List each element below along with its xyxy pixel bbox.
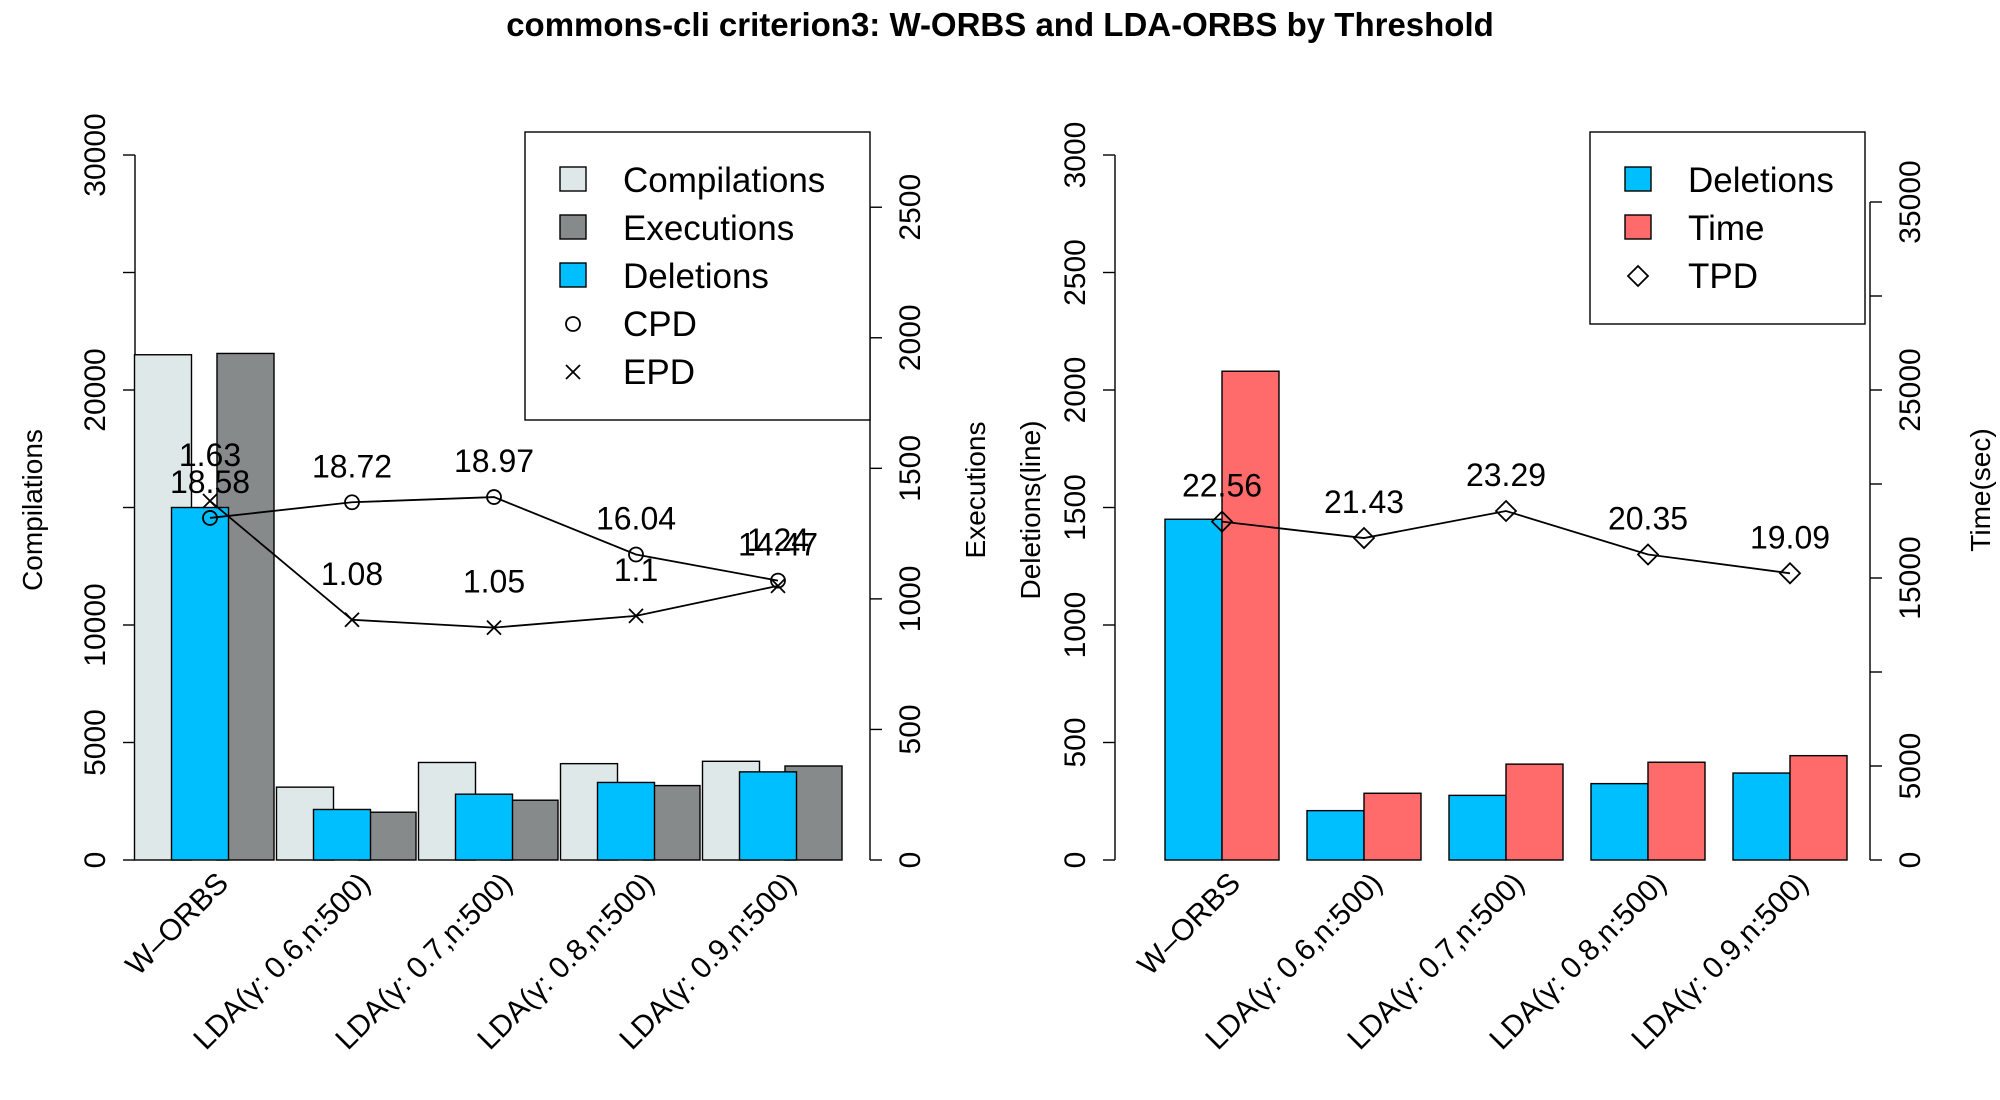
epd-value-label: 1.1 xyxy=(614,552,658,588)
cpd-marker xyxy=(486,489,502,505)
x-category-label: W–ORBS xyxy=(1132,867,1247,982)
time-bar xyxy=(1789,754,1848,861)
epd-marker xyxy=(628,608,644,624)
legend-label-deletions: Deletions xyxy=(1688,161,1834,200)
right-y-tick-label: 35000 xyxy=(1894,160,1927,243)
right-y-tick-label: 1000 xyxy=(894,566,927,633)
right-y-tick-label: 500 xyxy=(894,704,927,754)
cpd-value-label: 14.47 xyxy=(738,527,818,563)
legend-label-compilations: Compilations xyxy=(623,161,825,200)
right-panel: 0 500 1000 1500 2000 2500 3000 Deletions(line) 0… xyxy=(1015,122,1996,1057)
chart-title: commons-cli criterion3: W-ORBS and LDA-O… xyxy=(506,6,1494,43)
right-y-tick-label: 0 xyxy=(1894,852,1927,869)
legend-label-epd: EPD xyxy=(623,353,695,392)
right-y-tick-label: 25000 xyxy=(1894,348,1927,431)
deletions-bar xyxy=(170,506,230,861)
right-y-tick-label: 1500 xyxy=(894,435,927,502)
time-bar xyxy=(1221,370,1280,861)
left-y-tick-label: 5000 xyxy=(79,709,112,776)
time-bar xyxy=(1363,792,1422,861)
right-y-axis-title: Time(sec) xyxy=(1965,428,1996,551)
left-y-axis-title: Deletions(line) xyxy=(1015,421,1046,600)
tpd-marker xyxy=(1352,526,1376,550)
epd-marker xyxy=(344,612,360,628)
legend-marker-epd xyxy=(565,364,581,380)
cpd-marker xyxy=(202,510,218,526)
epd-value-label: 1.24 xyxy=(747,522,809,558)
cpd-marker xyxy=(344,494,360,511)
left-y-tick-label: 10000 xyxy=(79,583,112,666)
deletions-bar xyxy=(1164,518,1223,861)
left-y-tick-label: 1500 xyxy=(1059,474,1092,541)
tpd-value-label: 20.35 xyxy=(1608,501,1688,537)
legend-label-executions: Executions xyxy=(623,209,794,248)
tpd-value-label: 19.09 xyxy=(1750,519,1830,555)
legend-label-deletions: Deletions xyxy=(623,257,769,296)
cpd-value-label: 18.97 xyxy=(454,443,534,479)
left-y-tick-label: 3000 xyxy=(1059,122,1092,189)
legend-marker-cpd xyxy=(565,316,581,332)
right-y-tick-label: 0 xyxy=(894,852,927,869)
right-y-tick-label: 2500 xyxy=(894,174,927,241)
deletions-bar xyxy=(1590,782,1649,861)
left-y-tick-label: 2000 xyxy=(1059,357,1092,424)
epd-value-label: 1.05 xyxy=(463,564,525,600)
left-y-tick-label: 2500 xyxy=(1059,239,1092,306)
epd-marker xyxy=(486,619,502,636)
right-y-tick-label: 2000 xyxy=(894,304,927,371)
cpd-line xyxy=(209,496,779,582)
tpd-value-label: 22.56 xyxy=(1182,468,1262,504)
legend-marker-tpd xyxy=(1626,264,1650,288)
left-y-axis-title: Compilations xyxy=(17,429,48,591)
left-y-tick-label: 20000 xyxy=(79,348,112,431)
deletions-bar xyxy=(454,793,514,861)
epd-marker xyxy=(770,578,786,594)
legend-swatch-executions xyxy=(559,214,587,240)
deletions-bar xyxy=(738,771,798,861)
legend-label-time: Time xyxy=(1688,209,1764,248)
cpd-marker xyxy=(770,572,786,589)
cpd-value-label: 16.04 xyxy=(596,501,676,537)
legend-swatch-deletions xyxy=(1624,166,1652,192)
deletions-bar xyxy=(1306,809,1365,861)
tpd-value-label: 21.43 xyxy=(1324,484,1404,520)
deletions-bar xyxy=(1732,772,1791,861)
deletions-bar xyxy=(1448,794,1507,861)
time-bar xyxy=(1647,761,1706,861)
cpd-marker xyxy=(628,546,644,563)
left-y-tick-label: 30000 xyxy=(79,113,112,196)
epd-marker xyxy=(202,493,218,509)
legend-label-cpd: CPD xyxy=(623,305,697,344)
tpd-marker xyxy=(1210,510,1234,533)
left-y-tick-label: 500 xyxy=(1059,717,1092,767)
cpd-value-label: 18.58 xyxy=(170,464,250,500)
left-panel: 0 5000 10000 20000 30000 Compilations 0 500 1000… xyxy=(17,113,991,1056)
legend-swatch-compilations xyxy=(559,166,587,192)
legend-swatch-time xyxy=(1624,214,1652,240)
tpd-marker xyxy=(1778,562,1802,585)
epd-value-label: 1.08 xyxy=(321,556,383,592)
deletions-bar xyxy=(596,781,656,861)
tpd-value-label: 23.29 xyxy=(1466,457,1546,493)
deletions-bar xyxy=(312,808,372,861)
left-y-tick-label: 0 xyxy=(79,852,112,869)
left-y-tick-label: 1000 xyxy=(1059,592,1092,659)
cpd-value-label: 18.72 xyxy=(312,448,392,484)
right-y-axis-title: Executions xyxy=(960,422,991,559)
legend-label-tpd: TPD xyxy=(1688,257,1758,296)
tpd-marker xyxy=(1494,499,1518,523)
x-category-label: W–ORBS xyxy=(120,867,235,982)
legend-swatch-deletions xyxy=(559,262,587,288)
tpd-marker xyxy=(1636,543,1660,566)
left-y-tick-label: 0 xyxy=(1059,852,1092,869)
legend-box xyxy=(1589,131,1866,325)
right-y-tick-label: 5000 xyxy=(1894,733,1927,800)
time-bar xyxy=(1505,763,1564,861)
epd-value-label: 1.63 xyxy=(179,437,241,473)
tpd-line xyxy=(1221,510,1791,575)
right-y-tick-label: 15000 xyxy=(1894,536,1927,619)
